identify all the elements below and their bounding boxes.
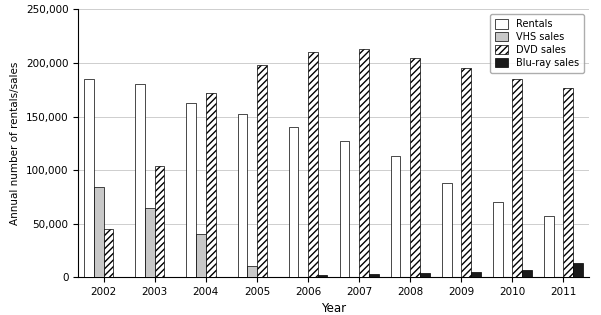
X-axis label: Year: Year <box>321 302 346 315</box>
Bar <box>186 103 196 277</box>
Bar <box>237 114 247 277</box>
Bar <box>391 156 400 277</box>
Bar <box>84 79 94 277</box>
Bar <box>410 58 420 277</box>
Bar <box>318 275 328 277</box>
Bar <box>493 202 502 277</box>
Bar <box>544 216 554 277</box>
Bar <box>155 166 165 277</box>
Bar <box>471 272 481 277</box>
Legend: Rentals, VHS sales, DVD sales, Blu-ray sales: Rentals, VHS sales, DVD sales, Blu-ray s… <box>490 14 584 73</box>
Bar <box>308 52 318 277</box>
Y-axis label: Annual number of rentals/sales: Annual number of rentals/sales <box>10 62 20 225</box>
Bar <box>522 270 532 277</box>
Bar <box>513 79 522 277</box>
Bar <box>288 127 298 277</box>
Bar <box>196 234 206 277</box>
Bar <box>145 208 155 277</box>
Bar <box>135 84 145 277</box>
Bar <box>369 274 379 277</box>
Bar <box>94 187 104 277</box>
Bar <box>420 273 430 277</box>
Bar <box>257 65 267 277</box>
Bar <box>359 49 369 277</box>
Bar <box>573 263 583 277</box>
Bar <box>206 93 216 277</box>
Bar <box>104 229 114 277</box>
Bar <box>340 141 349 277</box>
Bar <box>564 88 573 277</box>
Bar <box>442 183 451 277</box>
Bar <box>247 266 257 277</box>
Bar <box>462 68 471 277</box>
